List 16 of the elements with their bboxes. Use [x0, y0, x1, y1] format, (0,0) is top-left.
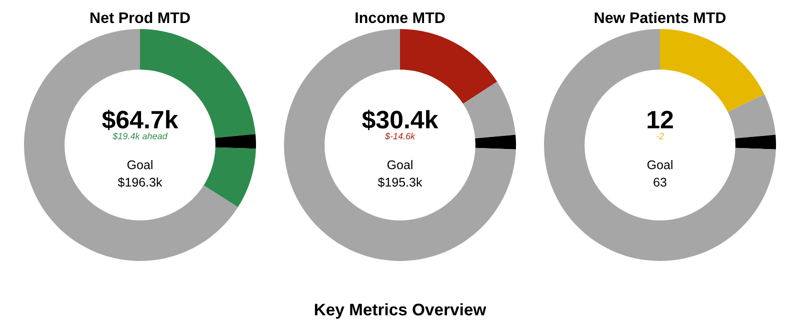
text: $19.4k ahead — [112, 132, 168, 140]
text: -2 — [656, 132, 664, 140]
text: $30.4k — [362, 110, 438, 130]
text: $195.3k — [378, 177, 422, 188]
text: $64.7k — [102, 110, 178, 130]
chart-title: Income MTD — [356, 12, 445, 24]
chart-title: Net Prod MTD — [90, 12, 190, 24]
chart-title: New Patients MTD — [594, 12, 726, 24]
text: 12 — [648, 110, 673, 128]
text: $196.3k — [118, 177, 162, 188]
text: Goal — [387, 160, 412, 170]
text: $-14.6k — [384, 132, 416, 140]
text: Key Metrics Overview — [314, 303, 486, 319]
text: Goal — [127, 160, 152, 170]
text: 63 — [654, 178, 666, 187]
text: Goal — [647, 160, 672, 170]
